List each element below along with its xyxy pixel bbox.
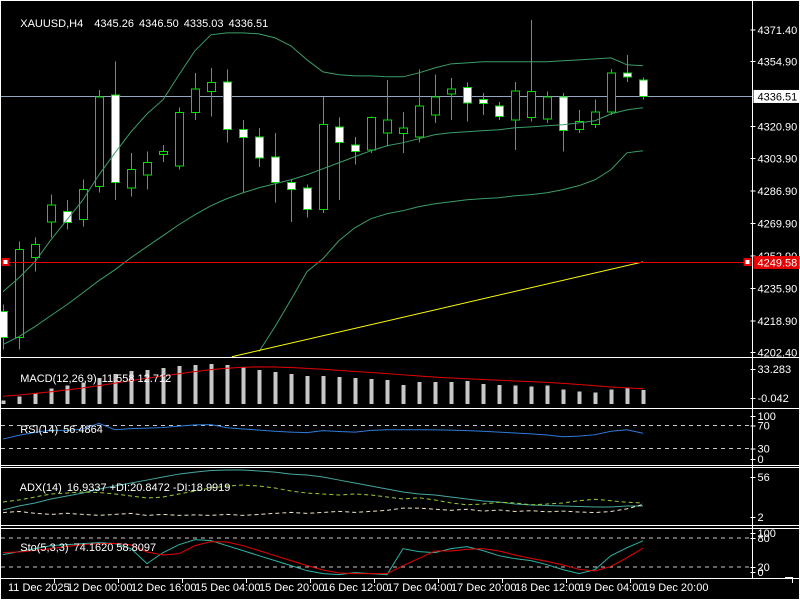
svg-text:4320.90: 4320.90 [758, 121, 798, 133]
svg-text:12 Dec 00:00: 12 Dec 00:00 [67, 582, 132, 594]
svg-text:100: 100 [758, 411, 776, 423]
svg-text:4202.40: 4202.40 [758, 348, 798, 360]
svg-text:0: 0 [758, 454, 764, 466]
sto-indicator-label: Sto(5,3,3) 74.1620 58.8097 [20, 542, 157, 554]
svg-text:4235.90: 4235.90 [758, 284, 798, 296]
macd-indicator-label: MACD(12,26,9) 11.558 12.712 [20, 373, 172, 385]
ohlc-low: 4335.03 [183, 18, 224, 30]
svg-text:4218.90: 4218.90 [758, 316, 798, 328]
svg-text:17 Dec 04:00: 17 Dec 04:00 [387, 582, 452, 594]
svg-text:15 Dec 04:00: 15 Dec 04:00 [195, 582, 260, 594]
svg-text:4269.90: 4269.90 [758, 219, 798, 231]
svg-text:70: 70 [758, 421, 770, 433]
svg-text:20: 20 [758, 562, 770, 574]
svg-text:2: 2 [758, 512, 764, 524]
svg-text:100: 100 [758, 528, 776, 540]
chart-title: XAUUSD,H4 4345.26 4346.50 4335.03 4336.51 [8, 6, 273, 42]
svg-text:17 Dec 20:00: 17 Dec 20:00 [451, 582, 516, 594]
price-scale[interactable] [753, 0, 800, 578]
svg-text:19 Dec 20:00: 19 Dec 20:00 [643, 582, 708, 594]
svg-text:30: 30 [758, 444, 770, 456]
svg-text:4371.40: 4371.40 [758, 25, 798, 37]
ohlc-high: 4346.50 [138, 18, 179, 30]
svg-text:-0.042: -0.042 [758, 393, 789, 405]
svg-text:0: 0 [758, 567, 764, 579]
svg-text:33.283: 33.283 [758, 364, 792, 376]
symbol-period-label: XAUUSD,H4 [20, 18, 84, 30]
svg-text:12 Dec 16:00: 12 Dec 16:00 [131, 582, 196, 594]
svg-text:56: 56 [758, 472, 770, 484]
time-scale[interactable] [0, 579, 800, 599]
macd-values: 11.558 12.712 [101, 373, 172, 385]
adx-values: 16.9337 +DI:20.8472 -DI:18.9919 [66, 482, 231, 494]
svg-text:4286.90: 4286.90 [758, 186, 798, 198]
svg-text:4303.90: 4303.90 [758, 154, 798, 166]
adx-indicator-label: ADX(14) 16.9337 +DI:20.8472 -DI:18.9919 [19, 482, 231, 494]
svg-text:16 Dec 12:00: 16 Dec 12:00 [323, 582, 388, 594]
svg-text:4354.90: 4354.90 [758, 56, 798, 68]
svg-text:19 Dec 04:00: 19 Dec 04:00 [579, 582, 644, 594]
sto-values: 74.1620 58.8097 [73, 542, 157, 554]
rsi-indicator-label: RSI(14) 56.4864 [20, 424, 103, 436]
rsi-values: 56.4864 [63, 424, 103, 436]
svg-text:80: 80 [758, 533, 770, 545]
svg-text:4336.51: 4336.51 [758, 91, 798, 103]
svg-text:15 Dec 20:00: 15 Dec 20:00 [259, 582, 324, 594]
ohlc-open: 4345.26 [94, 18, 134, 30]
svg-text:4249.58: 4249.58 [758, 257, 798, 269]
svg-text:11 Dec 2025: 11 Dec 2025 [8, 582, 70, 594]
ohlc-close: 4336.51 [228, 18, 269, 30]
svg-text:18 Dec 12:00: 18 Dec 12:00 [515, 582, 580, 594]
